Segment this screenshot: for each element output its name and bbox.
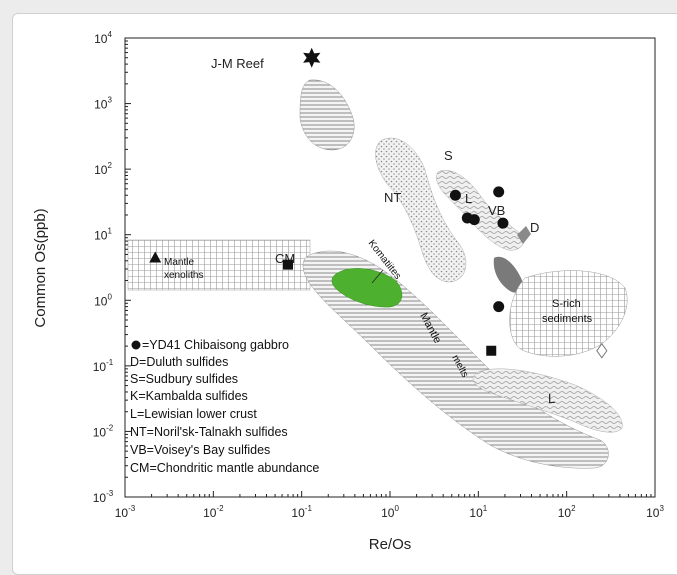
square-point [282, 259, 293, 270]
legend-entry: VB=Voisey's Bay sulfides [130, 443, 270, 457]
axes: 10-3 10-2 10-1 100 101 102 103 10-3 10-2 10-1 100… [93, 30, 665, 520]
x-tick-label: 102 [558, 504, 576, 520]
sudbury-field [436, 170, 525, 251]
x-tick-label: 10-2 [203, 504, 224, 520]
y-tick-label: 100 [94, 292, 112, 308]
y-tick-label: 104 [94, 30, 112, 46]
fields [127, 79, 628, 469]
x-tick-label: 100 [381, 504, 399, 520]
y-tick-label: 10-2 [93, 423, 114, 439]
legend-entry: K=Kambalda sulfides [130, 389, 248, 403]
x-ticks: 10-3 10-2 10-1 100 101 102 103 [115, 491, 664, 520]
square-point [486, 345, 497, 356]
duluth-field [517, 226, 531, 244]
gabbro-point [493, 301, 505, 313]
legend: =YD41 Chibaisong gabbro D=Duluth sulfide… [130, 338, 319, 475]
label-d: D [530, 220, 539, 235]
y-tick-label: 10-1 [93, 358, 114, 374]
legend-entry: CM=Chondritic mantle abundance [130, 461, 319, 475]
y-tick-label: 103 [94, 96, 112, 112]
noril-sk-talnakh-field [375, 138, 467, 283]
chart-svg: 10-3 10-2 10-1 100 101 102 103 10-3 10-2 10-1 100… [32, 30, 665, 549]
label-mantle-xenoliths-2: xenoliths [164, 270, 203, 281]
voiseys-bay-field [493, 256, 523, 293]
star-point [303, 47, 321, 68]
gabbro-point [449, 189, 461, 201]
legend-entry: NT=Noril'sk-Talnakh sulfides [130, 425, 288, 439]
lewisian-lower-crust-field [472, 368, 623, 433]
y-tick-label: 101 [94, 227, 112, 243]
gabbro-point [468, 214, 480, 226]
legend-entry: L=Lewisian lower crust [130, 407, 257, 421]
x-tick-label: 10-3 [115, 504, 136, 520]
label-l-lower: L [548, 391, 555, 406]
label-vb: VB [488, 203, 505, 218]
y-tick-label: 10-3 [93, 489, 114, 505]
y-axis-label: Common Os(ppb) [32, 208, 49, 327]
triangle-point [149, 251, 162, 263]
label-s-rich-2: sediments [542, 313, 593, 325]
data-markers [149, 47, 608, 359]
x-tick-label: 101 [469, 504, 487, 520]
komatiite-leader-line [371, 269, 384, 284]
label-mantle-xenoliths-1: Mantle [164, 257, 194, 268]
legend-entry: =YD41 Chibaisong gabbro [142, 338, 289, 352]
x-tick-label: 10-1 [291, 504, 312, 520]
label-s: S [444, 148, 453, 163]
komatiite-field [331, 268, 403, 308]
gabbro-point [493, 186, 505, 198]
mantle-xenoliths-field [127, 239, 311, 291]
s-rich-sediments-field [509, 270, 628, 357]
legend-entry: D=Duluth sulfides [130, 355, 228, 369]
diamond-point [596, 342, 608, 359]
label-nt: NT [384, 190, 401, 205]
legend-entry: S=Sudbury sulfides [130, 372, 238, 386]
y-ticks: 10-3 10-2 10-1 100 101 102 103 104 [93, 30, 131, 505]
legend-circle-marker [131, 340, 141, 350]
gabbro-point [497, 217, 509, 229]
y-tick-label: 102 [94, 161, 112, 177]
x-tick-label: 103 [646, 504, 664, 520]
jm-reef-field [299, 79, 355, 151]
label-l-upper: L [465, 191, 472, 206]
label-jm-reef: J-M Reef [211, 56, 264, 71]
x-axis-label: Re/Os [369, 536, 412, 549]
label-s-rich-1: S-rich [552, 298, 581, 310]
